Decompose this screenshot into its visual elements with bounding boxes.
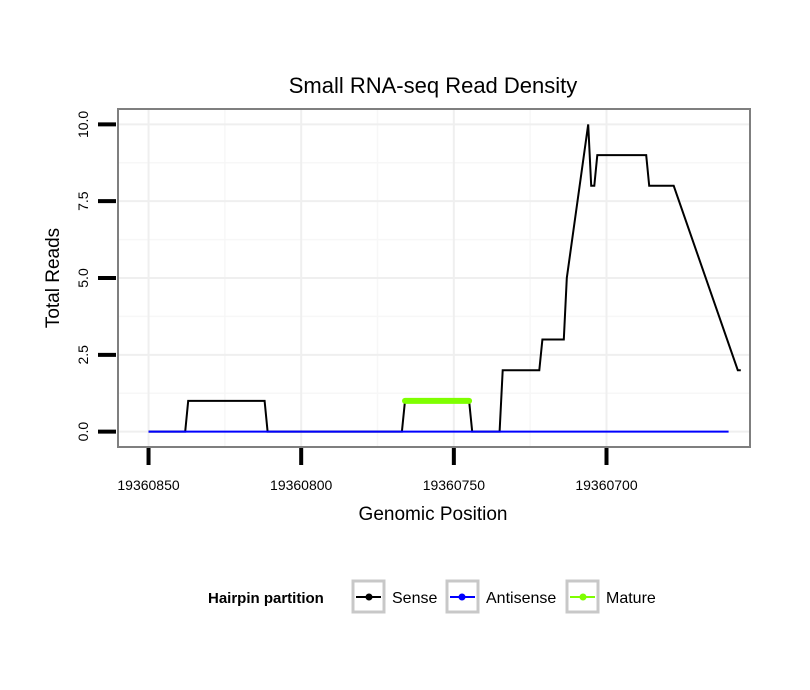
series-layer [148, 124, 741, 433]
legend: Hairpin partition Sense Antisense Mature [208, 579, 656, 614]
legend-label-sense: Sense [392, 590, 437, 607]
x-tick-label: 19360850 [117, 477, 180, 493]
x-axis-label: Genomic Position [359, 504, 508, 525]
legend-key-sense-dot [365, 593, 373, 601]
legend-key-mature-dot [579, 593, 587, 601]
legend-key-sense: Sense [351, 579, 437, 614]
y-axis: 0.0 2.5 5.0 7.5 10.0 [75, 111, 116, 442]
y-tick-label: 5.0 [75, 268, 91, 288]
legend-key-antisense: Antisense [445, 579, 556, 614]
x-tick-label: 19360800 [270, 477, 333, 493]
legend-title: Hairpin partition [208, 590, 324, 607]
plot-area [117, 108, 751, 448]
plot-border [117, 108, 751, 448]
x-tick-label: 19360750 [423, 477, 486, 493]
chart-title: Small RNA-seq Read Density [289, 73, 578, 98]
legend-label-antisense: Antisense [486, 590, 556, 607]
y-tick-label: 0.0 [75, 422, 91, 442]
y-tick-label: 2.5 [75, 345, 91, 365]
y-tick-label: 7.5 [75, 191, 91, 211]
x-axis: 19360850 19360800 19360750 19360700 [117, 448, 638, 493]
x-tick-label: 19360700 [575, 477, 638, 493]
y-axis-label: Total Reads [43, 228, 64, 328]
legend-label-mature: Mature [606, 590, 656, 607]
legend-key-mature: Mature [565, 579, 656, 614]
y-tick-label: 10.0 [75, 111, 91, 138]
legend-key-antisense-dot [458, 593, 466, 601]
